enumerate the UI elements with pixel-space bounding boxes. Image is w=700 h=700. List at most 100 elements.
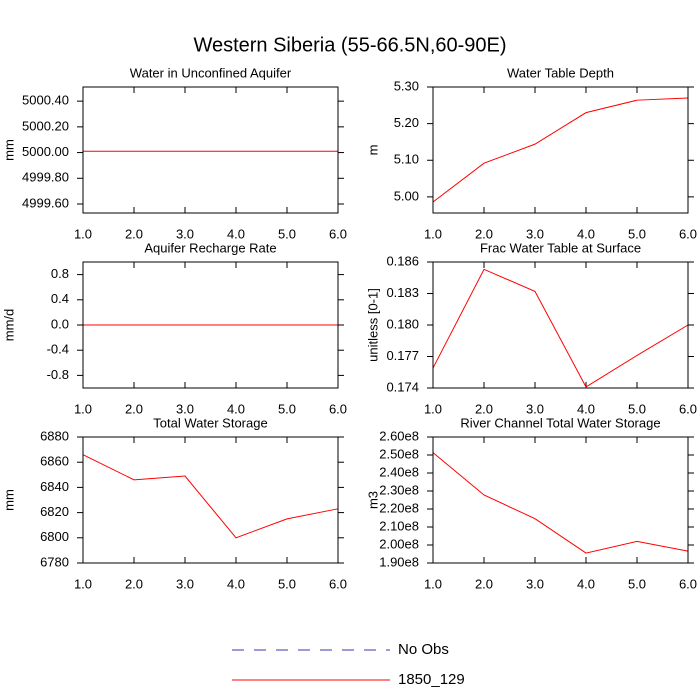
x-tick-label: 4.0 [227,226,245,241]
y-tick-label: 0.180 [386,316,419,331]
panel: Water in Unconfined Aquifer mm 1.0 2.0 3.0 4.… [1,65,347,241]
y-tick-label: 4999.80 [22,170,69,185]
y-axis-label: m [365,145,380,156]
x-tick-label: 3.0 [526,401,544,416]
y-tick-label: 2.00e8 [379,536,419,551]
x-tick-label: 2.0 [475,226,493,241]
y-tick-label: 0.183 [386,285,419,300]
x-tick-label: 2.0 [475,576,493,591]
y-tick-label: 2.50e8 [379,446,419,461]
y-tick-label: 4999.60 [22,195,69,210]
panel: River Channel Total Water Storage m3 1.0 2.… [365,415,697,591]
plot-frame [432,436,689,564]
x-tick-label: 3.0 [526,226,544,241]
x-tick-label: 4.0 [227,401,245,416]
x-tick-label: 6.0 [679,401,697,416]
y-axis-label: mm [1,139,16,161]
x-tick-label: 1.0 [424,226,442,241]
y-tick-label: -0.8 [47,367,69,382]
panel: Aquifer Recharge Rate mm/d 1.0 2.0 3.0 4.0 5.0… [1,240,347,416]
y-tick-label: 6840 [40,479,69,494]
panel: Total Water Storage mm 1.0 2.0 3.0 4.0 5.0 6.0 6… [1,415,347,591]
y-axis-label: unitless [0-1] [365,288,380,362]
data-line [432,452,689,554]
data-line [82,454,339,539]
y-tick-label: 0.4 [51,291,69,306]
x-tick-label: 5.0 [628,226,646,241]
y-tick-label: 0.0 [51,316,69,331]
y-tick-label: 5.20 [394,115,419,130]
y-tick-label: 5000.20 [22,118,69,133]
y-tick-label: 5000.40 [22,93,69,108]
y-tick-label: 5.10 [394,152,419,167]
data-line [432,97,689,203]
x-tick-label: 6.0 [679,576,697,591]
y-tick-label: 6860 [40,454,69,469]
x-tick-label: 4.0 [577,576,595,591]
legend-label: No Obs [398,641,449,658]
panel: Frac Water Table at Surface unitless [0-1… [365,240,697,416]
x-tick-label: 3.0 [176,226,194,241]
y-tick-label: 2.60e8 [379,428,419,443]
panel-title: Water Table Depth [507,65,614,80]
x-tick-label: 4.0 [227,576,245,591]
y-axis-label: mm [1,489,16,511]
x-tick-label: 1.0 [74,226,92,241]
y-axis-label: m3 [365,491,380,509]
y-tick-label: 2.10e8 [379,518,419,533]
y-tick-label: 6880 [40,428,69,443]
x-tick-label: 2.0 [125,226,143,241]
y-tick-label: -0.4 [47,342,69,357]
x-tick-label: 2.0 [125,401,143,416]
x-tick-label: 6.0 [679,226,697,241]
x-tick-label: 5.0 [278,401,296,416]
x-tick-label: 6.0 [329,576,347,591]
y-tick-label: 0.8 [51,266,69,281]
x-tick-label: 2.0 [475,401,493,416]
plot-frame [432,261,689,389]
y-tick-label: 6800 [40,529,69,544]
panel: Water Table Depth m 1.0 2.0 3.0 4.0 5.0 6.0 5.00… [365,65,697,241]
y-tick-label: 0.177 [386,348,419,363]
plot-frame [432,86,689,214]
figure-title: Western Siberia (55-66.5N,60-90E) [193,34,506,56]
y-tick-label: 2.40e8 [379,464,419,479]
x-tick-label: 5.0 [278,576,296,591]
y-tick-label: 1.90e8 [379,554,419,569]
legend-label: 1850_129 [398,671,465,688]
x-tick-label: 2.0 [125,576,143,591]
y-tick-label: 2.20e8 [379,500,419,515]
y-tick-label: 5000.00 [22,144,69,159]
x-tick-label: 4.0 [577,226,595,241]
x-tick-label: 5.0 [278,226,296,241]
x-tick-label: 1.0 [424,576,442,591]
y-tick-label: 5.00 [394,188,419,203]
x-tick-label: 3.0 [526,576,544,591]
x-tick-label: 3.0 [176,401,194,416]
x-tick-label: 1.0 [424,401,442,416]
x-tick-label: 5.0 [628,401,646,416]
x-tick-label: 1.0 [74,401,92,416]
y-tick-label: 0.174 [386,379,419,394]
x-tick-label: 1.0 [74,576,92,591]
panel-title: Total Water Storage [153,415,267,430]
panel-title: Frac Water Table at Surface [480,240,641,255]
plot-frame [82,86,339,214]
y-axis-label: mm/d [1,309,16,342]
y-tick-label: 6820 [40,504,69,519]
plot-frame [82,261,339,389]
x-tick-label: 6.0 [329,401,347,416]
x-tick-label: 3.0 [176,576,194,591]
panel-title: Water in Unconfined Aquifer [130,65,292,80]
y-tick-label: 0.186 [386,253,419,268]
x-tick-label: 4.0 [577,401,595,416]
y-tick-label: 6780 [40,554,69,569]
data-line [432,268,689,388]
x-tick-label: 5.0 [628,576,646,591]
panel-title: River Channel Total Water Storage [460,415,660,430]
x-tick-label: 6.0 [329,226,347,241]
y-tick-label: 5.30 [394,78,419,93]
y-tick-label: 2.30e8 [379,482,419,497]
panel-title: Aquifer Recharge Rate [144,240,276,255]
